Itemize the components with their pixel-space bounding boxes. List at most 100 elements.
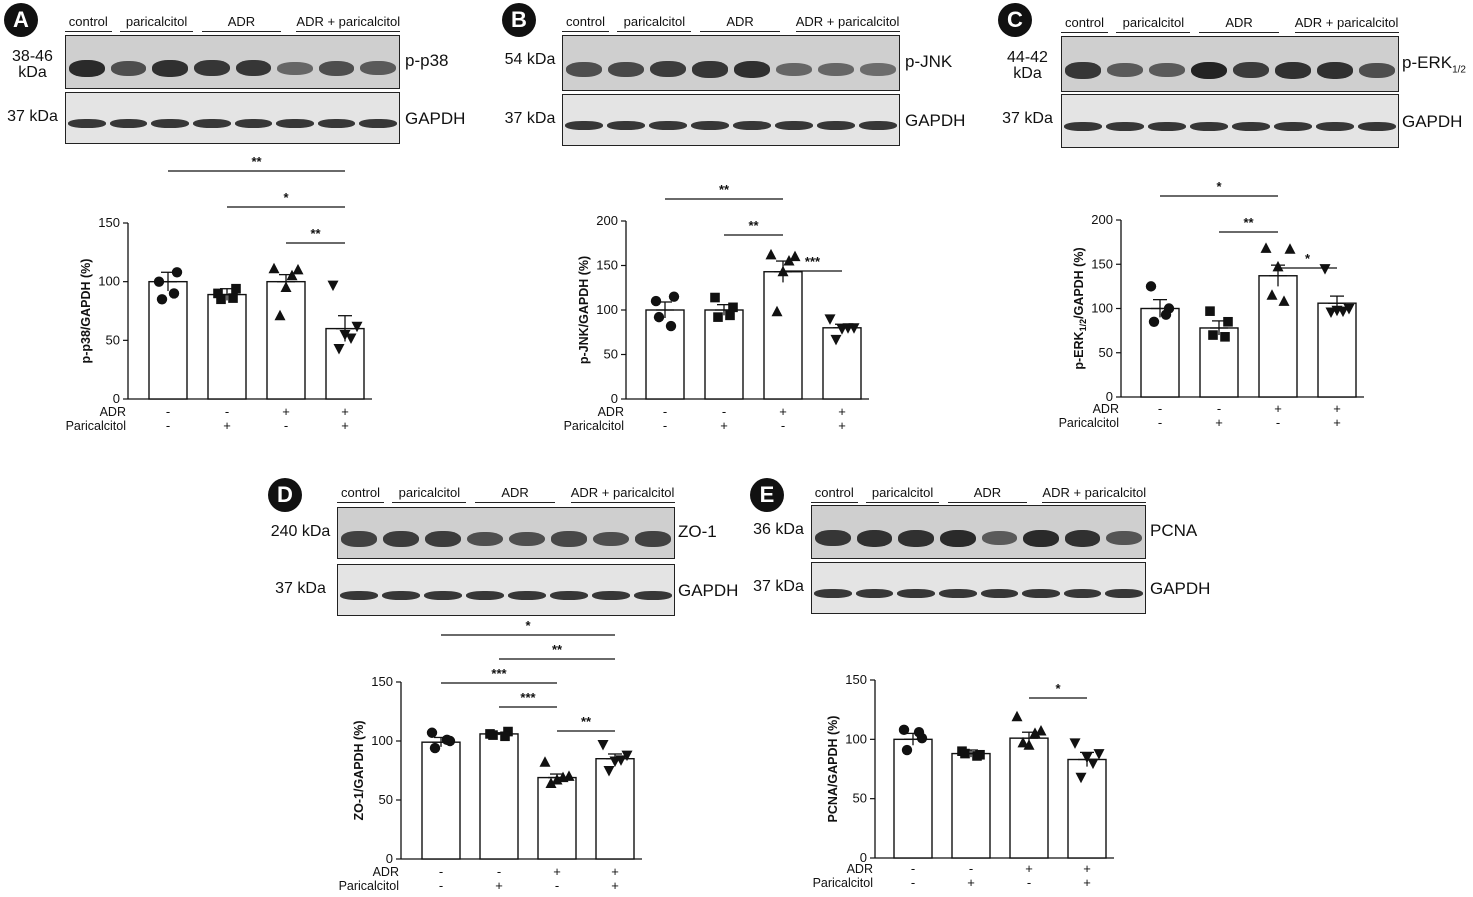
kda-label-target: 38-46 kDa <box>12 48 53 81</box>
y-tick-label: 0 <box>1106 389 1113 404</box>
blot-band <box>776 62 812 77</box>
protein-label-target: p-JNK <box>905 52 953 71</box>
group-label-control: control <box>566 14 606 29</box>
group-underline <box>1042 502 1146 503</box>
data-point <box>783 255 795 266</box>
data-point <box>292 263 304 275</box>
data-point <box>268 262 280 274</box>
y-tick-label: 150 <box>371 674 393 689</box>
paricalcitol-sign: - <box>439 878 443 893</box>
data-point <box>913 727 925 738</box>
adr-row-label: ADR <box>100 405 126 419</box>
blot-band <box>110 60 147 76</box>
group-label-adr: ADR <box>501 485 529 500</box>
group-label-control: control <box>68 14 108 29</box>
data-point <box>216 294 226 305</box>
kda-label-target: 44-42 kDa <box>1007 49 1048 82</box>
group-label-adr: ADR <box>1225 15 1253 30</box>
blot-band <box>818 62 854 77</box>
bar <box>763 271 803 400</box>
protein-subscript: 1/2 <box>1452 64 1466 76</box>
data-point <box>228 293 238 303</box>
blot-band <box>318 60 355 76</box>
group-underline <box>337 502 385 503</box>
significance-label: * <box>1216 179 1222 194</box>
kda-label-target: 54 kDa <box>504 51 556 68</box>
kda-label-target: 36 kDa <box>753 521 804 538</box>
blot-band <box>1275 62 1311 79</box>
data-point <box>333 344 345 355</box>
y-tick-label: 150 <box>1091 256 1113 271</box>
blot-target <box>337 507 675 559</box>
y-axis-label: p-JNK/GAPDH (%) <box>577 256 591 364</box>
data-point <box>545 777 557 788</box>
blot-band <box>592 591 630 600</box>
y-tick-label: 200 <box>596 213 618 228</box>
adr-sign: - <box>1158 401 1162 416</box>
data-point <box>1284 243 1296 254</box>
significance-label: ** <box>552 642 563 657</box>
data-point <box>345 333 357 344</box>
group-underline <box>699 31 781 32</box>
data-point <box>824 314 836 325</box>
data-point <box>1272 260 1284 272</box>
blot-target <box>65 35 400 89</box>
y-axis-label: p-p38/GAPDH (%) <box>79 259 93 364</box>
adr-sign: - <box>1217 401 1221 416</box>
data-point <box>351 321 363 333</box>
data-point <box>597 740 609 751</box>
blot-band <box>277 61 313 75</box>
blot-band <box>1191 61 1227 80</box>
kda-label-target: 240 kDa <box>270 523 331 540</box>
blot-gapdh <box>811 562 1146 614</box>
group-underline <box>119 31 194 32</box>
blot-band <box>193 60 230 77</box>
significance-label: ** <box>310 226 321 241</box>
data-point <box>1223 316 1233 327</box>
adr-sign: - <box>969 861 973 876</box>
data-point <box>557 771 569 783</box>
y-tick-label: 100 <box>596 302 618 317</box>
data-point <box>621 750 633 762</box>
panel-label-a: A <box>4 3 38 37</box>
data-point <box>339 329 351 341</box>
y-tick-label: 50 <box>1099 345 1113 360</box>
group-label-control: control <box>814 485 854 500</box>
paricalcitol-row-label: Paricalcitol <box>339 879 399 893</box>
data-point <box>1208 330 1218 340</box>
data-point <box>213 288 223 299</box>
data-point <box>1017 736 1029 748</box>
adr-sign: + <box>341 404 349 419</box>
data-point <box>615 755 627 766</box>
y-tick-label: 50 <box>853 791 867 806</box>
group-underline <box>1294 32 1399 33</box>
adr-sign: - <box>663 404 667 419</box>
data-point <box>274 309 286 321</box>
blot-band <box>1064 122 1102 132</box>
paricalcitol-row-label: Paricalcitol <box>564 419 624 433</box>
data-point <box>653 311 665 323</box>
blot-band <box>151 119 189 128</box>
significance-label: *** <box>491 666 507 681</box>
group-underline <box>1198 32 1280 33</box>
blot-band <box>109 119 148 128</box>
group-underline <box>570 502 675 503</box>
blot-band <box>733 121 771 130</box>
group-underline <box>865 502 940 503</box>
data-point <box>710 292 720 303</box>
kda-label-gapdh: 37 kDa <box>7 108 58 125</box>
protein-label-target: PCNA <box>1150 521 1198 540</box>
group-underline <box>617 31 692 32</box>
blot-band <box>691 121 729 130</box>
paricalcitol-row-label: Paricalcitol <box>813 876 873 890</box>
data-point <box>972 751 982 761</box>
paricalcitol-sign: + <box>611 878 619 893</box>
group-label-adr: ADR <box>726 14 754 29</box>
data-point <box>1093 749 1105 760</box>
blot-band <box>340 591 378 600</box>
group-underline <box>296 31 400 32</box>
data-point <box>168 288 180 299</box>
y-tick-label: 100 <box>371 733 393 748</box>
protein-label-gapdh: GAPDH <box>678 581 739 600</box>
paricalcitol-sign: + <box>223 418 231 433</box>
